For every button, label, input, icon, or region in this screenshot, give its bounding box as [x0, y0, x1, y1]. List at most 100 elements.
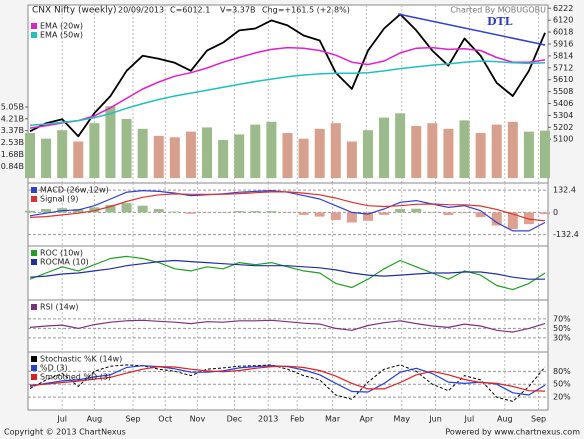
- bar: [395, 209, 406, 213]
- y-tick-label: 5916: [553, 39, 573, 48]
- bar: [137, 205, 148, 213]
- bar: [427, 123, 438, 179]
- bar: [314, 128, 325, 179]
- bar: [540, 130, 550, 179]
- y-tick-label: 0: [553, 208, 558, 217]
- legend-label: Smoothed %D (3): [40, 373, 111, 382]
- bar: [234, 134, 245, 179]
- y-tick-label: 132.4: [553, 186, 576, 195]
- y-tick-label: 6018: [553, 28, 573, 37]
- legend-label: ROC (10w): [40, 249, 83, 258]
- y2-tick-label: 1.68B: [1, 150, 24, 159]
- legend-label: %D (3): [40, 364, 68, 373]
- y-tick-label: 30%: [553, 333, 571, 342]
- bar: [169, 211, 180, 213]
- legend-label: EMA (20w): [40, 22, 83, 31]
- trend-line: [397, 13, 546, 46]
- legend-swatch: [31, 365, 37, 371]
- bar: [540, 212, 550, 215]
- bar: [475, 212, 486, 218]
- y2-tick-label: 3.37B: [1, 126, 24, 135]
- bar: [314, 212, 325, 217]
- bar: [25, 210, 35, 213]
- bar: [491, 124, 502, 179]
- panel-frame: [27, 245, 549, 301]
- x-tick-label: Sep: [531, 415, 546, 424]
- y-tick-label: 5712: [553, 63, 573, 72]
- bar: [459, 212, 470, 214]
- y-tick-label: 6120: [553, 16, 573, 25]
- x-tick-label: Jun: [428, 415, 442, 424]
- series-line: [29, 13, 546, 138]
- credit: Charted By MOBUGOBU: [450, 6, 546, 15]
- x-tick-label: Aug: [497, 415, 513, 424]
- series-line: [29, 319, 546, 333]
- bar: [459, 120, 470, 179]
- legend-swatch: [31, 374, 37, 380]
- bar: [25, 133, 35, 179]
- y-tick-label: 5406: [553, 99, 573, 108]
- bar: [185, 212, 196, 214]
- y-tick-label: 20%: [553, 393, 571, 402]
- series-line: [29, 365, 546, 392]
- legend-swatch: [31, 187, 37, 193]
- bar: [105, 106, 116, 179]
- bar: [379, 212, 390, 215]
- series-line: [29, 259, 545, 280]
- legend-label: MACD (26w,12w): [40, 186, 109, 195]
- bar: [411, 126, 422, 179]
- legend-swatch: [31, 259, 37, 265]
- chart-title: CNX Nifty (weekly): [32, 6, 117, 16]
- bar: [121, 118, 132, 179]
- legend-swatch: [31, 356, 37, 362]
- bar: [250, 211, 261, 213]
- legend-swatch: [31, 23, 37, 29]
- legend-swatch: [31, 250, 37, 256]
- bar: [346, 141, 357, 179]
- y-tick-label: 70%: [553, 314, 571, 323]
- bar: [507, 212, 518, 230]
- y-tick-label: 5202: [553, 123, 573, 132]
- bar: [330, 123, 341, 179]
- bar: [266, 121, 277, 179]
- y-tick-label: 50%: [553, 324, 571, 333]
- trendline-label: DTL: [487, 15, 513, 28]
- change: Chg=+161.5 (+2.8%): [262, 6, 350, 15]
- panel-frame: [27, 182, 549, 247]
- series-line: [29, 255, 546, 291]
- bar: [395, 113, 406, 179]
- y-tick-label: 5100: [553, 135, 573, 144]
- bar: [73, 141, 84, 179]
- legend-label: EMA (50w): [40, 31, 83, 40]
- volume: V=3.37B: [220, 6, 255, 15]
- bar: [523, 212, 534, 225]
- bar: [298, 138, 309, 179]
- copyright: Copyright © 2013 ChartNexus: [4, 428, 126, 437]
- legend-label: Stochastic %K (14w): [40, 355, 122, 364]
- series-line: [29, 46, 546, 129]
- x-tick-label: Jul: [464, 415, 475, 424]
- x-tick-label: Apr: [359, 415, 374, 424]
- y-tick-label: 6222: [553, 4, 573, 13]
- x-tick-label: Oct: [158, 415, 172, 424]
- bar: [427, 212, 438, 213]
- legend-swatch: [31, 196, 37, 202]
- bar: [218, 140, 229, 179]
- bar: [362, 130, 373, 179]
- legend-swatch: [31, 304, 37, 310]
- bar: [218, 212, 229, 213]
- bar: [250, 124, 261, 179]
- y2-tick-label: 4.21B: [1, 114, 24, 123]
- x-tick-label: Sep: [125, 415, 140, 424]
- bar: [169, 137, 180, 179]
- bar: [379, 117, 390, 179]
- x-tick-label: Dec: [227, 415, 242, 424]
- bar: [282, 212, 293, 213]
- x-tick-label: May: [393, 415, 410, 424]
- close: C=6012.1: [170, 6, 210, 15]
- powered-by: Powered by www.chartnexus.com: [445, 428, 580, 437]
- bar: [73, 209, 84, 213]
- bar: [234, 211, 245, 213]
- y-tick-label: 5304: [553, 111, 573, 120]
